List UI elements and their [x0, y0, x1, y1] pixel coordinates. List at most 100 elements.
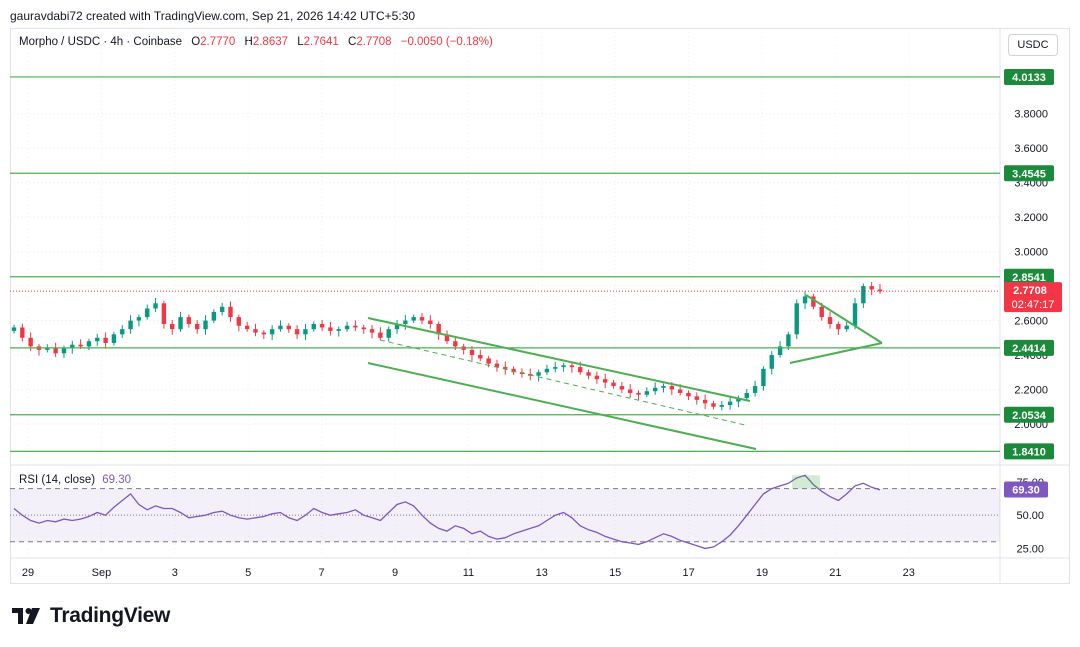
candle-body	[186, 317, 192, 324]
candle-body	[28, 337, 33, 347]
change-value: −0.0050 (−0.18%)	[400, 36, 493, 48]
candle-body	[769, 355, 774, 369]
candle-body	[686, 392, 691, 397]
candle-body	[286, 325, 291, 330]
candle-body	[403, 320, 408, 324]
candle-body	[603, 379, 608, 383]
candle-body	[627, 389, 633, 393]
candle-body	[95, 337, 100, 342]
candle-body	[369, 329, 375, 333]
triangle-upper-line	[805, 294, 883, 344]
level-label-bg	[1004, 268, 1054, 285]
candle-body	[827, 317, 833, 324]
rsi-label[interactable]: RSI (14, close)	[19, 474, 96, 486]
price-tick-label: 2.2000	[1014, 385, 1048, 397]
candle-body	[836, 324, 841, 330]
open-value: 2.7770	[200, 36, 236, 48]
candle-body	[444, 334, 450, 342]
candle-body	[244, 325, 250, 330]
candle-body	[486, 358, 491, 364]
candle-body	[478, 355, 483, 359]
bar-countdown: 02:47:17	[1012, 299, 1055, 311]
low-label: L	[297, 36, 304, 48]
candle-body	[20, 327, 25, 338]
time-tick-label: 13	[536, 567, 548, 579]
time-tick-label: 21	[829, 567, 841, 579]
candle-body	[136, 317, 142, 321]
triangle-lower-line	[789, 342, 883, 364]
candle-body	[852, 303, 858, 326]
rsi-current-label-bg	[1004, 481, 1048, 498]
candle-body	[311, 324, 316, 330]
level-label-bg	[1004, 443, 1054, 460]
candle-body	[269, 329, 275, 335]
candle-body	[619, 386, 625, 390]
candle-body	[253, 329, 258, 333]
candle-body	[211, 311, 217, 321]
candle-body	[203, 320, 208, 330]
symbol-name[interactable]: Morpho / USDC · 4h · Coinbase	[19, 36, 182, 48]
time-tick-label: 7	[319, 567, 325, 579]
created-by-caption: gauravdabi72 created with TradingView.co…	[10, 9, 416, 23]
rsi-line	[13, 474, 881, 550]
time-tick-label: 5	[245, 567, 251, 579]
currency-button[interactable]: USDC	[1008, 34, 1058, 56]
candle-body	[78, 344, 83, 347]
candle-body	[294, 329, 300, 335]
last-price-label-bg	[1004, 282, 1062, 313]
candle-body	[353, 325, 358, 328]
candle-body	[386, 329, 391, 338]
open-label: O	[191, 36, 201, 48]
time-tick-label: 11	[463, 567, 474, 579]
time-tick-label: Sep	[92, 567, 112, 579]
candle-body	[694, 396, 700, 400]
candle-body	[644, 391, 650, 395]
footer-brand[interactable]: TradingView	[50, 604, 171, 627]
candle-body	[777, 346, 783, 356]
candle-body	[511, 368, 516, 373]
level-label: 1.8410	[1012, 446, 1046, 458]
candle-body	[553, 367, 558, 369]
candle-body	[419, 317, 425, 321]
candle-body	[819, 306, 824, 318]
tradingview-logo-icon	[12, 608, 40, 624]
level-label-bg	[1004, 68, 1054, 85]
level-label: 2.4414	[1012, 343, 1047, 355]
channel-mid-line	[379, 339, 746, 426]
candle-body	[303, 329, 308, 335]
channel-upper-line	[367, 317, 751, 402]
candle-body	[170, 324, 175, 330]
candles-group	[11, 282, 883, 411]
candle-body	[86, 341, 92, 347]
candle-body	[453, 341, 458, 347]
candle-body	[669, 386, 675, 390]
high-label: H	[244, 36, 253, 48]
candle-body	[61, 348, 67, 354]
level-label: 3.4545	[1012, 168, 1046, 180]
candle-body	[594, 375, 600, 380]
candle-body	[394, 324, 400, 330]
candle-body	[727, 401, 733, 406]
candle-body	[677, 389, 683, 393]
candle-body	[161, 303, 167, 324]
candle-body	[569, 365, 575, 368]
time-tick-label: 29	[22, 567, 34, 579]
candle-body	[636, 392, 641, 395]
candle-body	[711, 403, 716, 407]
level-label: 4.0133	[1012, 72, 1046, 84]
candle-body	[702, 399, 708, 404]
candle-body	[228, 306, 233, 318]
candle-body	[178, 317, 183, 330]
price-tick-label: 3.2000	[1014, 212, 1048, 224]
high-value: 2.8637	[252, 36, 289, 48]
candle-body	[736, 398, 741, 402]
price-tick-label: 2.6000	[1014, 316, 1048, 328]
candle-body	[436, 324, 441, 335]
rsi-tick-label: 25.00	[1016, 543, 1044, 555]
candle-body	[319, 324, 325, 328]
candle-body	[719, 405, 724, 407]
candle-body	[578, 367, 583, 373]
time-tick-label: 3	[172, 567, 178, 579]
candle-body	[844, 325, 849, 330]
